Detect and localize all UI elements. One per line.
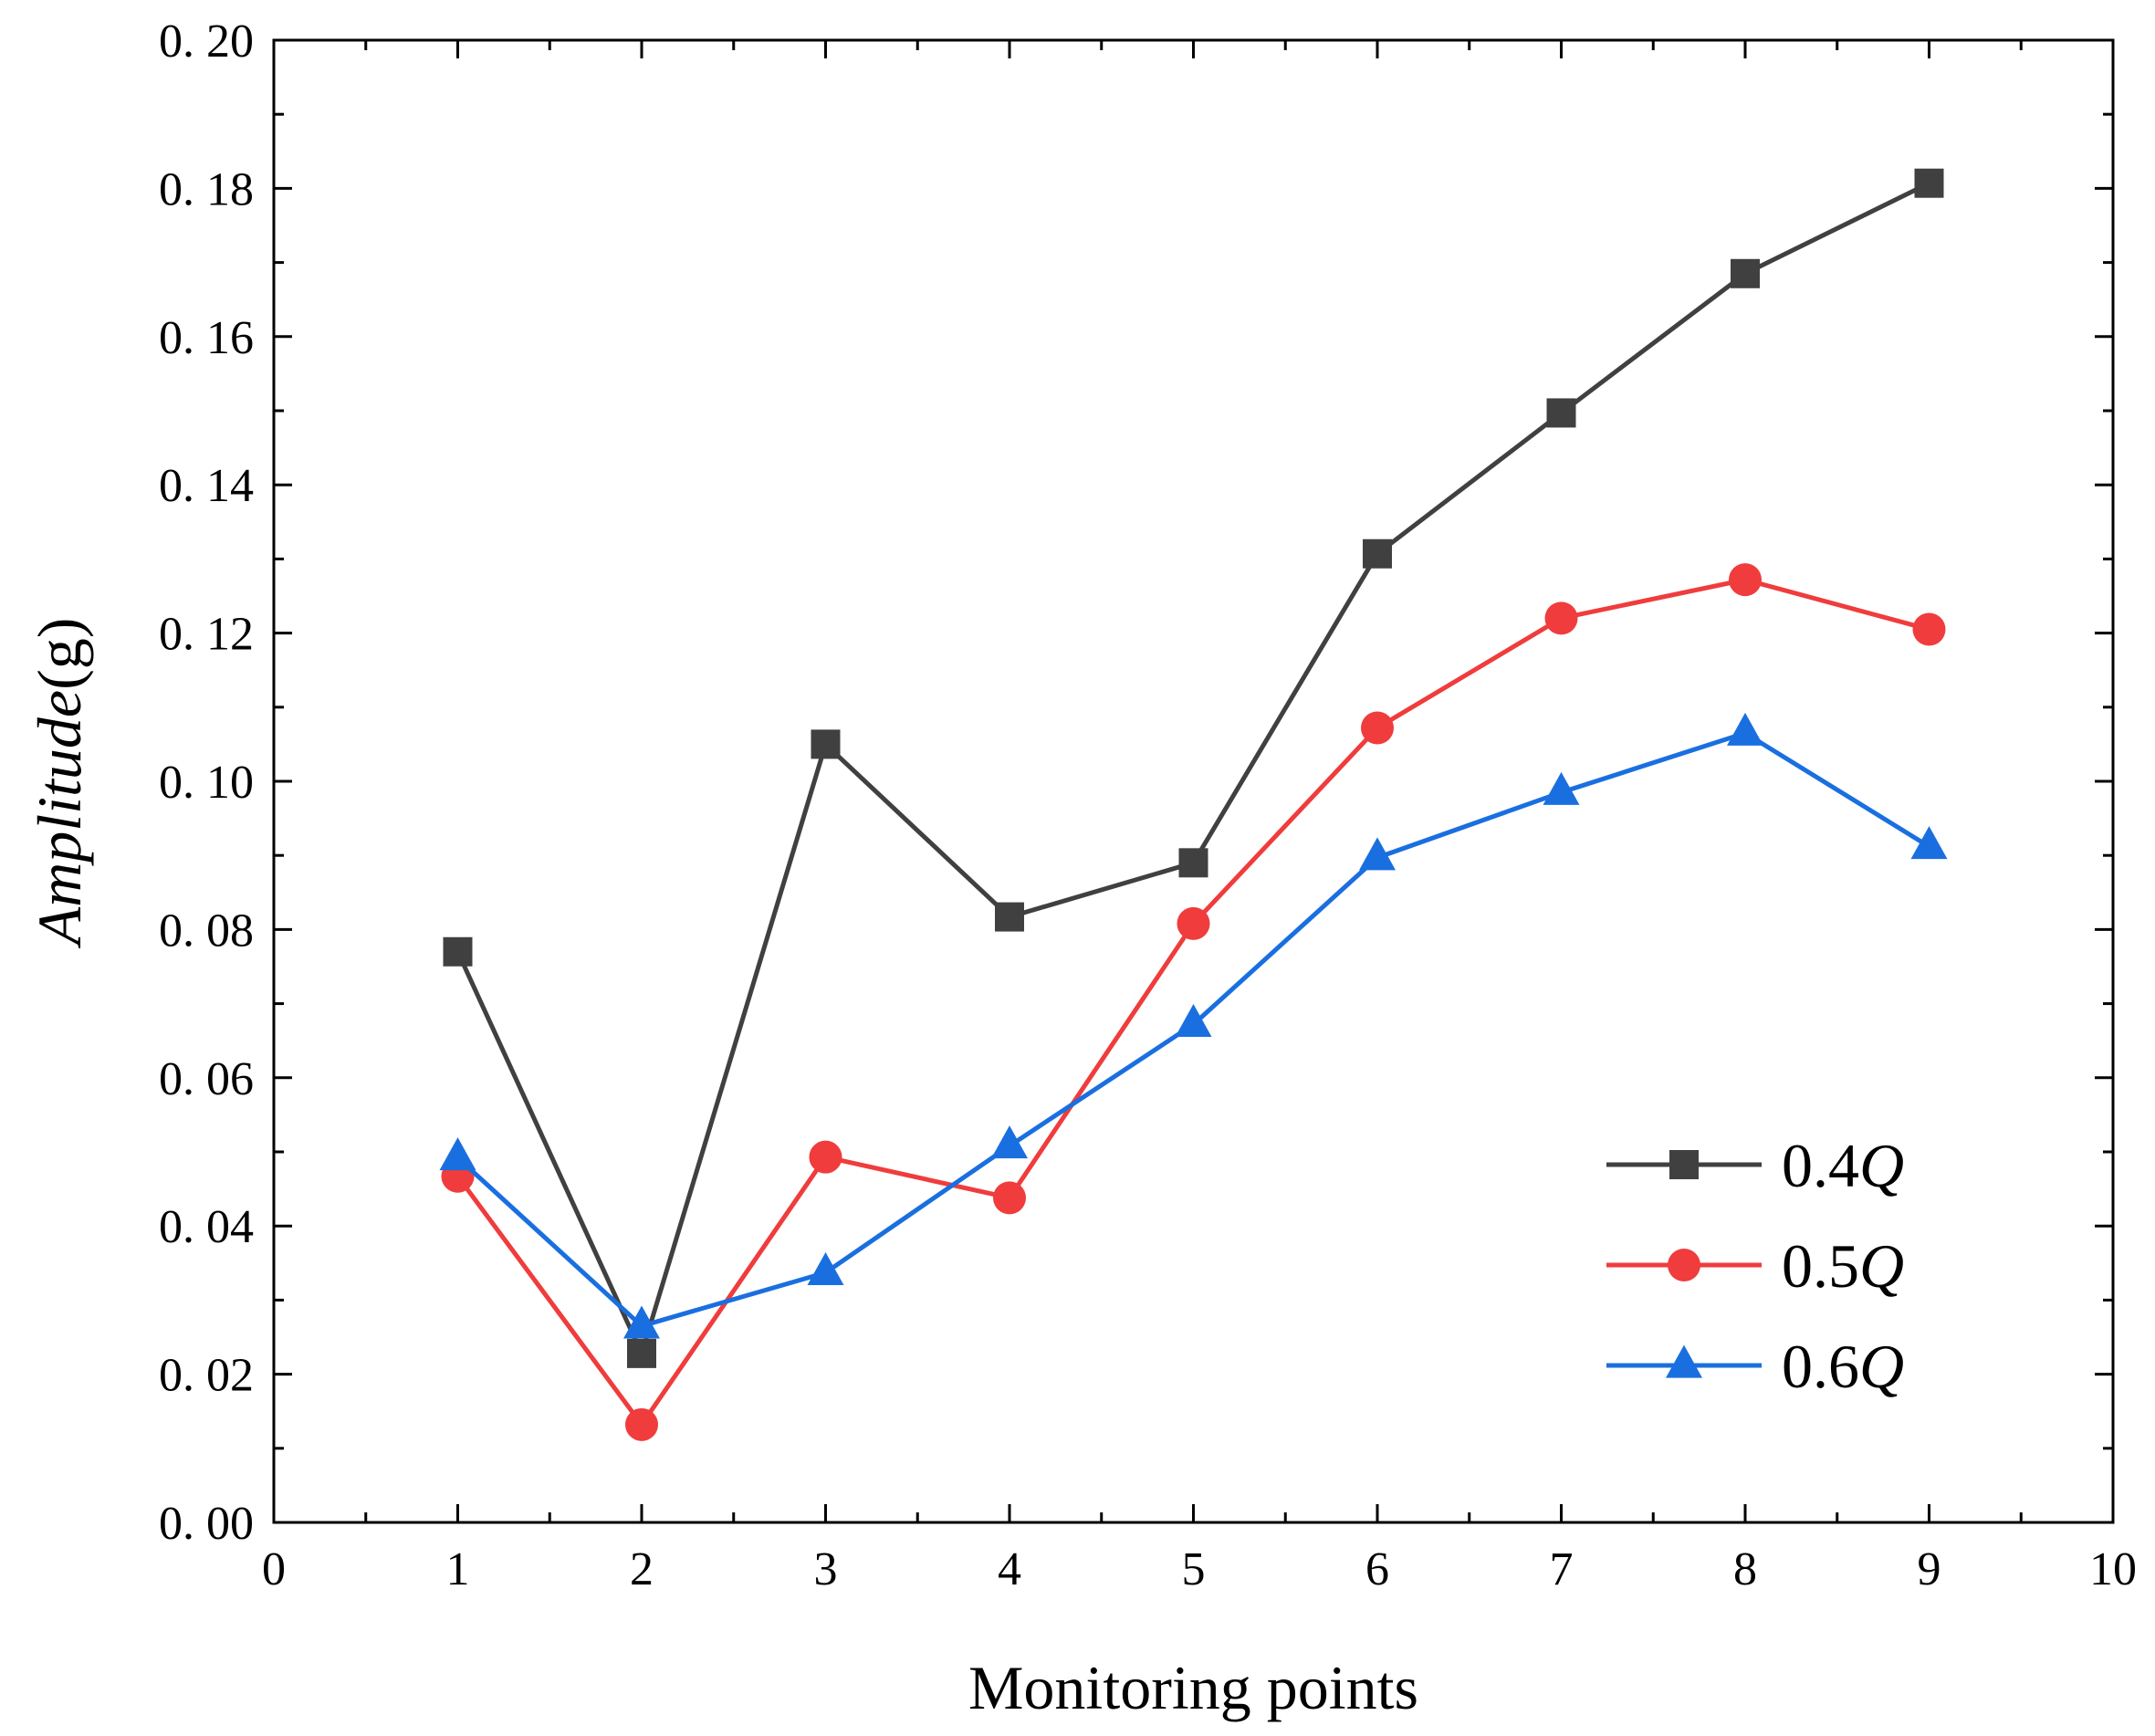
legend-label-italic: Q bbox=[1859, 1332, 1904, 1401]
x-axis-title: Monitoring points bbox=[968, 1653, 1418, 1722]
data-point-0-4-8 bbox=[1731, 258, 1760, 288]
y-tick-label: 0. 00 bbox=[159, 1498, 254, 1550]
x-tick-label: 5 bbox=[1182, 1543, 1206, 1595]
data-point-0-5-6 bbox=[1361, 711, 1394, 745]
legend-marker bbox=[1669, 1150, 1699, 1179]
data-point-0-6-1 bbox=[439, 1137, 476, 1171]
x-tick-label: 3 bbox=[814, 1543, 838, 1595]
legend-label-italic: Q bbox=[1859, 1131, 1904, 1200]
data-point-0-4-5 bbox=[1178, 848, 1208, 878]
data-point-0-5-8 bbox=[1729, 563, 1762, 597]
data-point-0-4-6 bbox=[1363, 539, 1392, 569]
x-tick-label: 7 bbox=[1550, 1543, 1574, 1595]
series-line-0-4 bbox=[455, 181, 1930, 1356]
data-point-0-5-2 bbox=[625, 1407, 658, 1441]
y-axis-title-italic: Amplitude bbox=[25, 690, 94, 949]
legend-label: 0.5Q bbox=[1782, 1231, 1904, 1301]
legend-label-prefix: 0.4 bbox=[1782, 1131, 1859, 1200]
data-point-0-4-4 bbox=[995, 902, 1024, 932]
x-tick-label: 10 bbox=[2089, 1543, 2137, 1595]
y-tick-label: 0. 14 bbox=[159, 460, 254, 512]
data-point-0-5-7 bbox=[1544, 601, 1578, 635]
data-point-0-4-7 bbox=[1546, 398, 1576, 428]
x-tick-label: 0 bbox=[262, 1543, 286, 1595]
x-tick-label: 6 bbox=[1365, 1543, 1389, 1595]
y-tick-label: 0. 08 bbox=[159, 905, 254, 957]
data-point-0-4-3 bbox=[811, 729, 841, 759]
plot-marks: 0 1 2 3 4 5 6 7 8 9 10 0. 00 0. 02 0. 04 0. 06 0. 08 0. … bbox=[25, 16, 2137, 1722]
y-tick-label: 0. 02 bbox=[159, 1350, 254, 1402]
data-point-0-6-3 bbox=[807, 1252, 844, 1286]
data-point-0-5-9 bbox=[1912, 612, 1946, 646]
x-tick-label: 2 bbox=[630, 1543, 654, 1595]
data-point-0-6-5 bbox=[1175, 1004, 1212, 1038]
data-point-0-5-3 bbox=[809, 1140, 842, 1174]
x-tick-label: 1 bbox=[446, 1543, 470, 1595]
x-tick-label: 8 bbox=[1733, 1543, 1757, 1595]
x-tick-label: 4 bbox=[998, 1543, 1021, 1595]
y-axis-title: Amplitude(g) bbox=[25, 618, 94, 949]
data-point-0-5-5 bbox=[1177, 906, 1210, 940]
y-axis-title-unit: (g) bbox=[25, 618, 94, 690]
data-point-0-6-6 bbox=[1359, 837, 1396, 871]
data-point-0-4-1 bbox=[443, 936, 473, 967]
legend-label-italic: Q bbox=[1859, 1231, 1904, 1301]
x-tick-label: 9 bbox=[1918, 1543, 1941, 1595]
legend-label-prefix: 0.6 bbox=[1782, 1332, 1859, 1401]
data-point-0-4-9 bbox=[1914, 168, 1944, 198]
legend-marker bbox=[1668, 1249, 1700, 1281]
y-tick-label: 0. 12 bbox=[159, 609, 254, 661]
legend-label: 0.6Q bbox=[1782, 1332, 1904, 1401]
data-point-0-6-2 bbox=[623, 1305, 660, 1339]
data-point-0-6-9 bbox=[1910, 826, 1948, 860]
series-line-0-5 bbox=[455, 577, 1930, 1427]
y-tick-label: 0. 16 bbox=[159, 312, 254, 364]
data-point-0-5-4 bbox=[993, 1181, 1026, 1215]
data-point-0-6-4 bbox=[991, 1125, 1028, 1159]
y-tick-label: 0. 04 bbox=[159, 1201, 254, 1253]
y-tick-label: 0. 20 bbox=[159, 16, 254, 68]
y-tick-label: 0. 06 bbox=[159, 1053, 254, 1105]
legend-marker bbox=[1666, 1344, 1702, 1378]
y-tick-label: 0. 18 bbox=[159, 163, 254, 215]
data-point-0-4-2 bbox=[627, 1338, 656, 1368]
data-point-0-6-7 bbox=[1543, 771, 1580, 805]
legend-label-prefix: 0.5 bbox=[1782, 1231, 1859, 1301]
legend: 0.4Q0.5Q0.6Q bbox=[1606, 1131, 1904, 1401]
legend-label: 0.4Q bbox=[1782, 1131, 1904, 1200]
data-point-0-6-8 bbox=[1727, 712, 1763, 746]
y-tick-label: 0. 10 bbox=[159, 757, 254, 809]
